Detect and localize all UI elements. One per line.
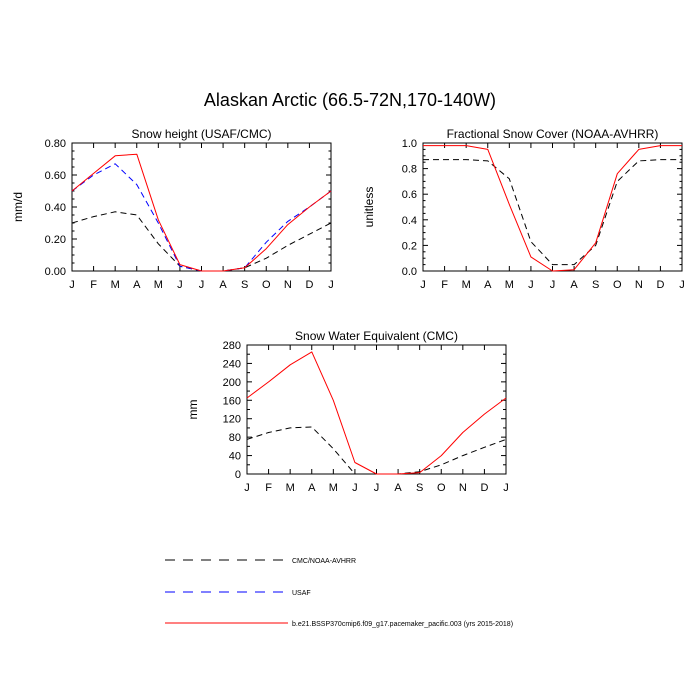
y-tick-label: 0.00	[45, 266, 66, 278]
y-tick-label: 0.4	[402, 215, 417, 227]
x-tick-label: M	[154, 279, 163, 291]
y-tick-label: 0.80	[45, 138, 66, 150]
y-tick-label: 200	[223, 377, 241, 389]
x-tick-label: O	[613, 279, 622, 291]
x-tick-label: M	[329, 482, 338, 494]
legend-label: CMC/NOAA-AVHRR	[292, 558, 356, 565]
x-tick-label: J	[177, 279, 183, 291]
x-tick-label: D	[480, 482, 488, 494]
x-tick-label: A	[484, 279, 492, 291]
x-tick-label: F	[265, 482, 272, 494]
x-tick-label: A	[570, 279, 578, 291]
legend-label: b.e21.BSSP370cmip6.f09_g17.pacemaker_pac…	[292, 621, 513, 628]
x-tick-label: N	[459, 482, 467, 494]
series-line-b-e21-bssp370cmip6-f	[71, 153, 332, 272]
y-tick-label: 80	[229, 432, 241, 444]
series-line-cmc-noaa-avhrr	[423, 159, 682, 266]
x-tick-label: J	[69, 279, 75, 291]
x-tick-label: J	[244, 482, 250, 494]
panel-title: Snow Water Equivalent (CMC)	[295, 329, 458, 343]
y-tick-label: 0.0	[402, 266, 417, 278]
x-tick-label: M	[505, 279, 514, 291]
plot-frame	[246, 344, 507, 475]
x-tick-label: J	[352, 482, 358, 494]
y-tick-label: 0.40	[45, 202, 66, 214]
x-tick-label: N	[635, 279, 643, 291]
x-tick-label: J	[374, 482, 380, 494]
y-tick-label: 280	[223, 340, 241, 352]
y-tick-label: 120	[223, 414, 241, 426]
x-tick-label: A	[219, 279, 227, 291]
x-tick-label: F	[90, 279, 97, 291]
y-axis-label: unitless	[362, 187, 376, 228]
x-tick-label: M	[286, 482, 295, 494]
series-line-b-e21-bssp370cmip6-f	[246, 351, 507, 475]
x-tick-label: S	[241, 279, 248, 291]
x-tick-label: O	[262, 279, 271, 291]
x-tick-label: D	[656, 279, 664, 291]
x-tick-label: N	[284, 279, 292, 291]
y-tick-label: 240	[223, 358, 241, 370]
y-tick-label: 0.8	[402, 164, 417, 176]
figure-title: Alaskan Arctic (66.5-72N,170-140W)	[203, 90, 497, 110]
x-tick-label: D	[305, 279, 313, 291]
x-tick-label: J	[328, 279, 334, 291]
snow-height-panel: Snow height (USAF/CMC)mm/dJ F M A M J J A S O N D J0…	[11, 127, 334, 291]
y-tick-label: 0.60	[45, 170, 66, 182]
x-tick-label: F	[441, 279, 448, 291]
y-tick-label: 0.2	[402, 240, 417, 252]
y-tick-label: 0.6	[402, 189, 417, 201]
y-tick-label: 0.20	[45, 234, 66, 246]
x-tick-label: A	[394, 482, 402, 494]
x-tick-label: S	[592, 279, 599, 291]
y-tick-label: 40	[229, 451, 241, 463]
x-tick-label: A	[133, 279, 141, 291]
x-tick-label: J	[550, 279, 556, 291]
swe-panel: Snow Water Equivalent (CMC) mm J F M A M J J A S O N…	[186, 329, 509, 494]
x-tick-label: J	[679, 279, 685, 291]
plot-frame	[422, 142, 683, 272]
legend: CMC/NOAA-AVHRR USAF b.e21.BSSP370cmip6.f09…	[165, 558, 513, 628]
plot-frame	[71, 142, 332, 272]
x-tick-label: M	[462, 279, 471, 291]
x-tick-label: J	[199, 279, 205, 291]
x-tick-label: J	[528, 279, 534, 291]
legend-label: USAF	[292, 590, 311, 597]
x-tick-label: A	[308, 482, 316, 494]
y-axis-label: mm	[186, 400, 200, 420]
x-tick-label: O	[437, 482, 446, 494]
y-tick-label: 0	[235, 469, 241, 481]
series-line-b-e21-bssp370cmip6-f	[423, 145, 682, 272]
y-axis-label: mm/d	[11, 192, 25, 222]
snow-cover-panel: Fractional Snow Cover (NOAA-AVHRR) unitle…	[362, 127, 685, 291]
x-tick-label: J	[420, 279, 426, 291]
y-tick-label: 160	[223, 395, 241, 407]
series-line-cmc-noaa-avhrr	[246, 426, 507, 475]
panel-title: Snow height (USAF/CMC)	[131, 127, 271, 141]
y-tick-label: 1.0	[402, 138, 417, 150]
x-tick-label: S	[416, 482, 423, 494]
panel-title: Fractional Snow Cover (NOAA-AVHRR)	[447, 127, 659, 141]
x-tick-label: J	[503, 482, 509, 494]
series-line-usaf	[71, 163, 332, 272]
x-tick-label: M	[111, 279, 120, 291]
